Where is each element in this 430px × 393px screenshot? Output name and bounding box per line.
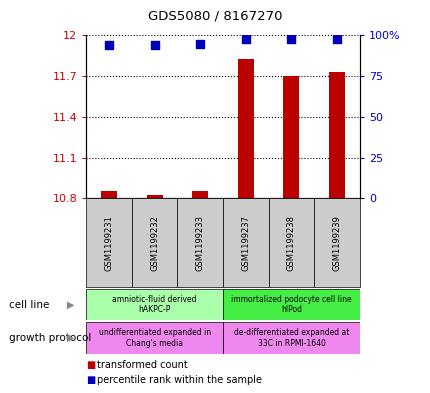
- Bar: [146, 195, 162, 198]
- Bar: [237, 59, 253, 198]
- Bar: [192, 191, 208, 198]
- Text: GSM1199238: GSM1199238: [286, 215, 295, 271]
- Bar: [313, 198, 359, 287]
- Text: percentile rank within the sample: percentile rank within the sample: [97, 375, 261, 385]
- Point: [242, 35, 249, 42]
- Bar: [86, 198, 132, 287]
- Bar: [177, 198, 223, 287]
- Bar: [223, 289, 359, 320]
- Text: transformed count: transformed count: [97, 360, 187, 370]
- Point: [105, 42, 112, 48]
- Text: undifferentiated expanded in
Chang's media: undifferentiated expanded in Chang's med…: [98, 328, 210, 348]
- Bar: [101, 191, 117, 198]
- Bar: [268, 198, 313, 287]
- Text: GSM1199237: GSM1199237: [241, 215, 250, 271]
- Text: ▶: ▶: [67, 333, 75, 343]
- Text: ■: ■: [86, 360, 95, 370]
- Bar: [223, 198, 268, 287]
- Text: GSM1199232: GSM1199232: [150, 215, 159, 271]
- Text: GDS5080 / 8167270: GDS5080 / 8167270: [148, 10, 282, 23]
- Text: GSM1199231: GSM1199231: [104, 215, 113, 271]
- Point: [151, 42, 158, 48]
- Text: ■: ■: [86, 375, 95, 385]
- Bar: [86, 289, 223, 320]
- Text: immortalized podocyte cell line
hIPod: immortalized podocyte cell line hIPod: [230, 295, 351, 314]
- Bar: [329, 72, 344, 198]
- Point: [287, 35, 294, 42]
- Point: [333, 35, 340, 42]
- Text: GSM1199239: GSM1199239: [332, 215, 341, 271]
- Text: ▶: ▶: [67, 299, 75, 310]
- Text: amniotic-fluid derived
hAKPC-P: amniotic-fluid derived hAKPC-P: [112, 295, 197, 314]
- Bar: [283, 76, 299, 198]
- Point: [197, 40, 203, 47]
- Text: cell line: cell line: [9, 299, 49, 310]
- Text: GSM1199233: GSM1199233: [195, 215, 204, 271]
- Text: de-differentiated expanded at
33C in RPMI-1640: de-differentiated expanded at 33C in RPM…: [233, 328, 348, 348]
- Bar: [86, 322, 223, 354]
- Bar: [132, 198, 177, 287]
- Text: growth protocol: growth protocol: [9, 333, 91, 343]
- Bar: [223, 322, 359, 354]
